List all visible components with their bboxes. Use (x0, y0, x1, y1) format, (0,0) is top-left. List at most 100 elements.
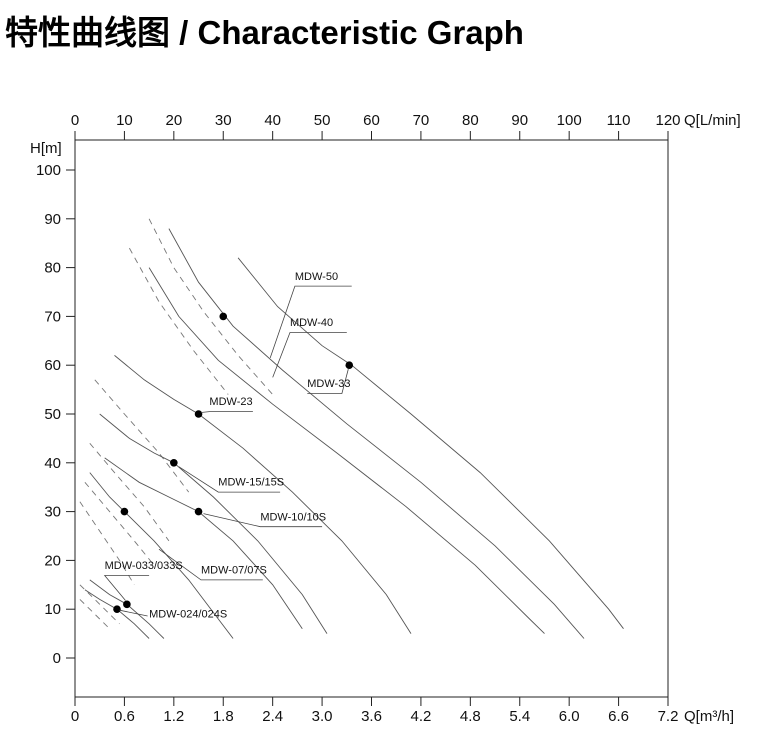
left-axis-tick-label: 60 (44, 357, 61, 374)
left-axis-unit-label: H[m] (30, 140, 62, 157)
left-axis-tick-label: 90 (44, 211, 61, 228)
left-axis-tick-label: 50 (44, 406, 61, 423)
top-axis-tick-label: 110 (607, 112, 631, 129)
left-axis-tick-label: 70 (44, 308, 61, 325)
curves (79, 218, 624, 639)
label-leader-line (103, 575, 150, 601)
curve-label-text: MDW-024/024S (149, 608, 227, 620)
curve-dashed-segment (79, 584, 120, 625)
left-axis-tick-label: 20 (44, 552, 61, 569)
bottom-axis: 0 0.6 1.2 1.8 2.4 3.0 3.6 4.2 4.8 5.4 6.0 6.6 7.2 Q[m… (71, 697, 734, 725)
curve-solid-segment (148, 267, 545, 634)
top-axis-unit-label: Q[L/min] (684, 112, 741, 129)
bottom-axis-unit-label: Q[m³/h] (684, 708, 734, 725)
top-axis-tick-label: 10 (116, 112, 133, 129)
curve-dashed-segment (79, 599, 110, 630)
curve-label-text: MDW-50 (295, 271, 338, 283)
left-axis-tick-label: 40 (44, 455, 61, 472)
bottom-axis-tick-label: 0 (71, 708, 79, 725)
duty-point-dot (170, 459, 178, 467)
top-axis-tick-label: 100 (557, 112, 582, 129)
top-axis-tick-label: 90 (511, 112, 528, 129)
bottom-axis-tick-label: 6.0 (559, 708, 580, 725)
top-axis-tick-label: 50 (314, 112, 331, 129)
bottom-axis-tick-label: 0.6 (114, 708, 135, 725)
bottom-axis-tick-label: 4.8 (460, 708, 481, 725)
bottom-axis-tick-label: 4.2 (410, 708, 431, 725)
curve-MDW-40 (129, 247, 545, 634)
curve-dashed-segment (84, 482, 155, 566)
curve-solid-segment (99, 413, 328, 634)
duty-point-dot (194, 507, 203, 516)
label-leader-line (203, 513, 323, 528)
curve-dashed-segment (94, 379, 190, 493)
curve-solid-segment (114, 355, 412, 634)
curve-dashed-segment (129, 247, 229, 395)
curve-label-text: MDW-15/15S (218, 477, 284, 489)
label-leader-line (307, 368, 349, 394)
bottom-axis-tick-label: 2.4 (262, 708, 283, 725)
label-leader-line (119, 609, 148, 617)
duty-point-dot (123, 600, 131, 609)
top-axis-tick-label: 80 (462, 112, 479, 129)
curve-label-MDW-07/07S: MDW-07/07S (158, 548, 267, 581)
curve-MDW-33 (237, 257, 624, 629)
duty-point-dot (194, 410, 203, 418)
top-axis-tick-label: 120 (655, 112, 680, 129)
curve-label-MDW-23: MDW-23 (200, 396, 253, 413)
bottom-axis-tick-label: 1.2 (163, 708, 184, 725)
top-axis-tick-label: 0 (71, 112, 79, 129)
curve-labels: MDW-50 MDW-40 MDW-33 MDW-23 MDW-15/15S MDW-10… (103, 271, 352, 620)
top-axis-tick-label: 60 (363, 112, 380, 129)
bottom-axis-tick-label: 5.4 (509, 708, 530, 725)
top-axis-tick-label: 40 (264, 112, 281, 129)
curve-label-text: MDW-40 (290, 317, 333, 329)
curve-label-MDW-10/10S: MDW-10/10S (203, 511, 326, 528)
curve-dashed-segment (89, 443, 170, 542)
curve-label-MDW-024/024S: MDW-024/024S (119, 608, 227, 620)
bottom-axis-tick-label: 6.6 (608, 708, 629, 725)
curve-label-text: MDW-07/07S (201, 565, 267, 577)
bottom-axis-tick-label: 1.8 (213, 708, 234, 725)
label-leader-line (178, 466, 281, 493)
curve-MDW-15/15S (89, 413, 328, 634)
curve-dashed-segment (148, 218, 274, 395)
duty-point-dot (113, 605, 121, 613)
left-axis-tick-label: 30 (44, 504, 61, 521)
curve-label-MDW-33: MDW-33 (307, 368, 350, 394)
curve-label-MDW-50: MDW-50 (269, 271, 352, 359)
label-leader-line (158, 548, 263, 581)
top-axis-tick-label: 20 (165, 112, 182, 129)
label-leader-line (269, 285, 352, 359)
curve-solid-segment (168, 228, 585, 639)
bottom-axis-tick-label: 3.0 (312, 708, 333, 725)
curve-label-MDW-40: MDW-40 (272, 317, 347, 378)
curve-label-MDW-033/033S: MDW-033/033S (103, 560, 183, 601)
curve-solid-segment (89, 472, 234, 639)
top-axis: 0 10 20 30 40 50 60 70 80 90 100 110 120 Q[L/min] (71, 112, 741, 140)
curve-MDW-033/033S (79, 579, 165, 639)
page-title: 特性曲线图 / Characteristic Graph (5, 14, 524, 51)
bottom-axis-tick-label: 7.2 (658, 708, 679, 725)
curve-MDW-10/10S (84, 457, 303, 629)
curve-label-text: MDW-033/033S (105, 560, 183, 572)
label-leader-line (200, 411, 253, 413)
bottom-axis-tick-label: 3.6 (361, 708, 382, 725)
left-axis-tick-label: 80 (44, 260, 61, 277)
curve-label-MDW-15/15S: MDW-15/15S (178, 466, 284, 493)
top-axis-tick-label: 30 (215, 112, 232, 129)
top-axis-tick-label: 70 (413, 112, 430, 129)
curve-MDW-024/024S (79, 589, 150, 639)
curve-label-text: MDW-33 (307, 378, 350, 390)
duty-point-dot (345, 361, 354, 370)
curve-label-text: MDW-10/10S (260, 511, 326, 523)
left-axis-tick-label: 0 (53, 650, 61, 667)
left-axis: 0 10 20 30 40 50 60 70 80 90 100 H[m] (30, 140, 75, 667)
curve-MDW-07/07S (79, 472, 234, 639)
label-leader-line (272, 332, 347, 378)
curve-MDW-50 (148, 218, 585, 639)
curve-MDW-23 (94, 355, 412, 634)
curve-label-text: MDW-23 (209, 396, 252, 408)
